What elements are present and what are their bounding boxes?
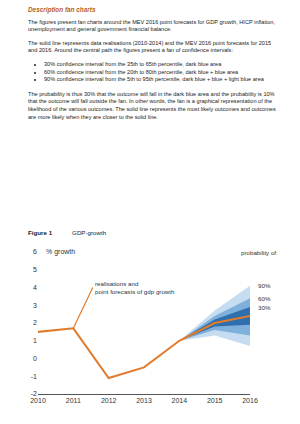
svg-text:2013: 2013 — [136, 397, 152, 404]
svg-text:2011: 2011 — [66, 397, 81, 404]
html-text:60% confidence interval from t: 60% confidence interval from the 20th to… — [44, 68, 239, 75]
svg-text:2015: 2015 — [207, 397, 223, 404]
svg-text:30%: 30% — [258, 304, 271, 311]
svg-text:1: 1 — [33, 337, 37, 344]
svg-text:-2: -2 — [31, 390, 37, 397]
svg-text:probability of:: probability of: — [241, 249, 278, 256]
svg-text:-1: -1 — [31, 373, 37, 380]
svg-text:2: 2 — [33, 319, 37, 326]
svg-text:2010: 2010 — [30, 397, 46, 404]
svg-text:0: 0 — [33, 355, 37, 362]
svg-text:5: 5 — [33, 266, 37, 273]
svg-text:90%: 90% — [258, 282, 271, 289]
svg-text:3: 3 — [33, 302, 37, 309]
html-text:30% confidence interval from t: 30% confidence interval from the 35th to… — [44, 61, 222, 67]
html-text:Description fan charts: Description fan charts — [28, 6, 96, 13]
svg-text:% growth: % growth — [46, 248, 75, 256]
html-text:The solid line represents data: The solid line represents data realisati… — [28, 39, 272, 54]
svg-text:2012: 2012 — [101, 397, 117, 404]
html-text:GDP-growth: GDP-growth — [72, 229, 107, 236]
svg-text:4: 4 — [33, 284, 37, 291]
html-text:The probability is thus 30% th: The probability is thus 30% that the out… — [28, 90, 276, 120]
html-text:Figure 1: Figure 1 — [28, 229, 53, 236]
svg-text:60%: 60% — [258, 295, 271, 302]
svg-text:6: 6 — [33, 248, 37, 255]
html-text:The figures present fan charts: The figures present fan charts around th… — [28, 18, 275, 33]
html-text:90% confidence interval from t: 90% confidence interval from the 5th to … — [44, 76, 264, 83]
svg-text:realisations andpoint forecast: realisations andpoint forecasts of gdp g… — [95, 280, 175, 295]
svg-text:2014: 2014 — [172, 397, 188, 404]
svg-text:2016: 2016 — [242, 397, 258, 404]
